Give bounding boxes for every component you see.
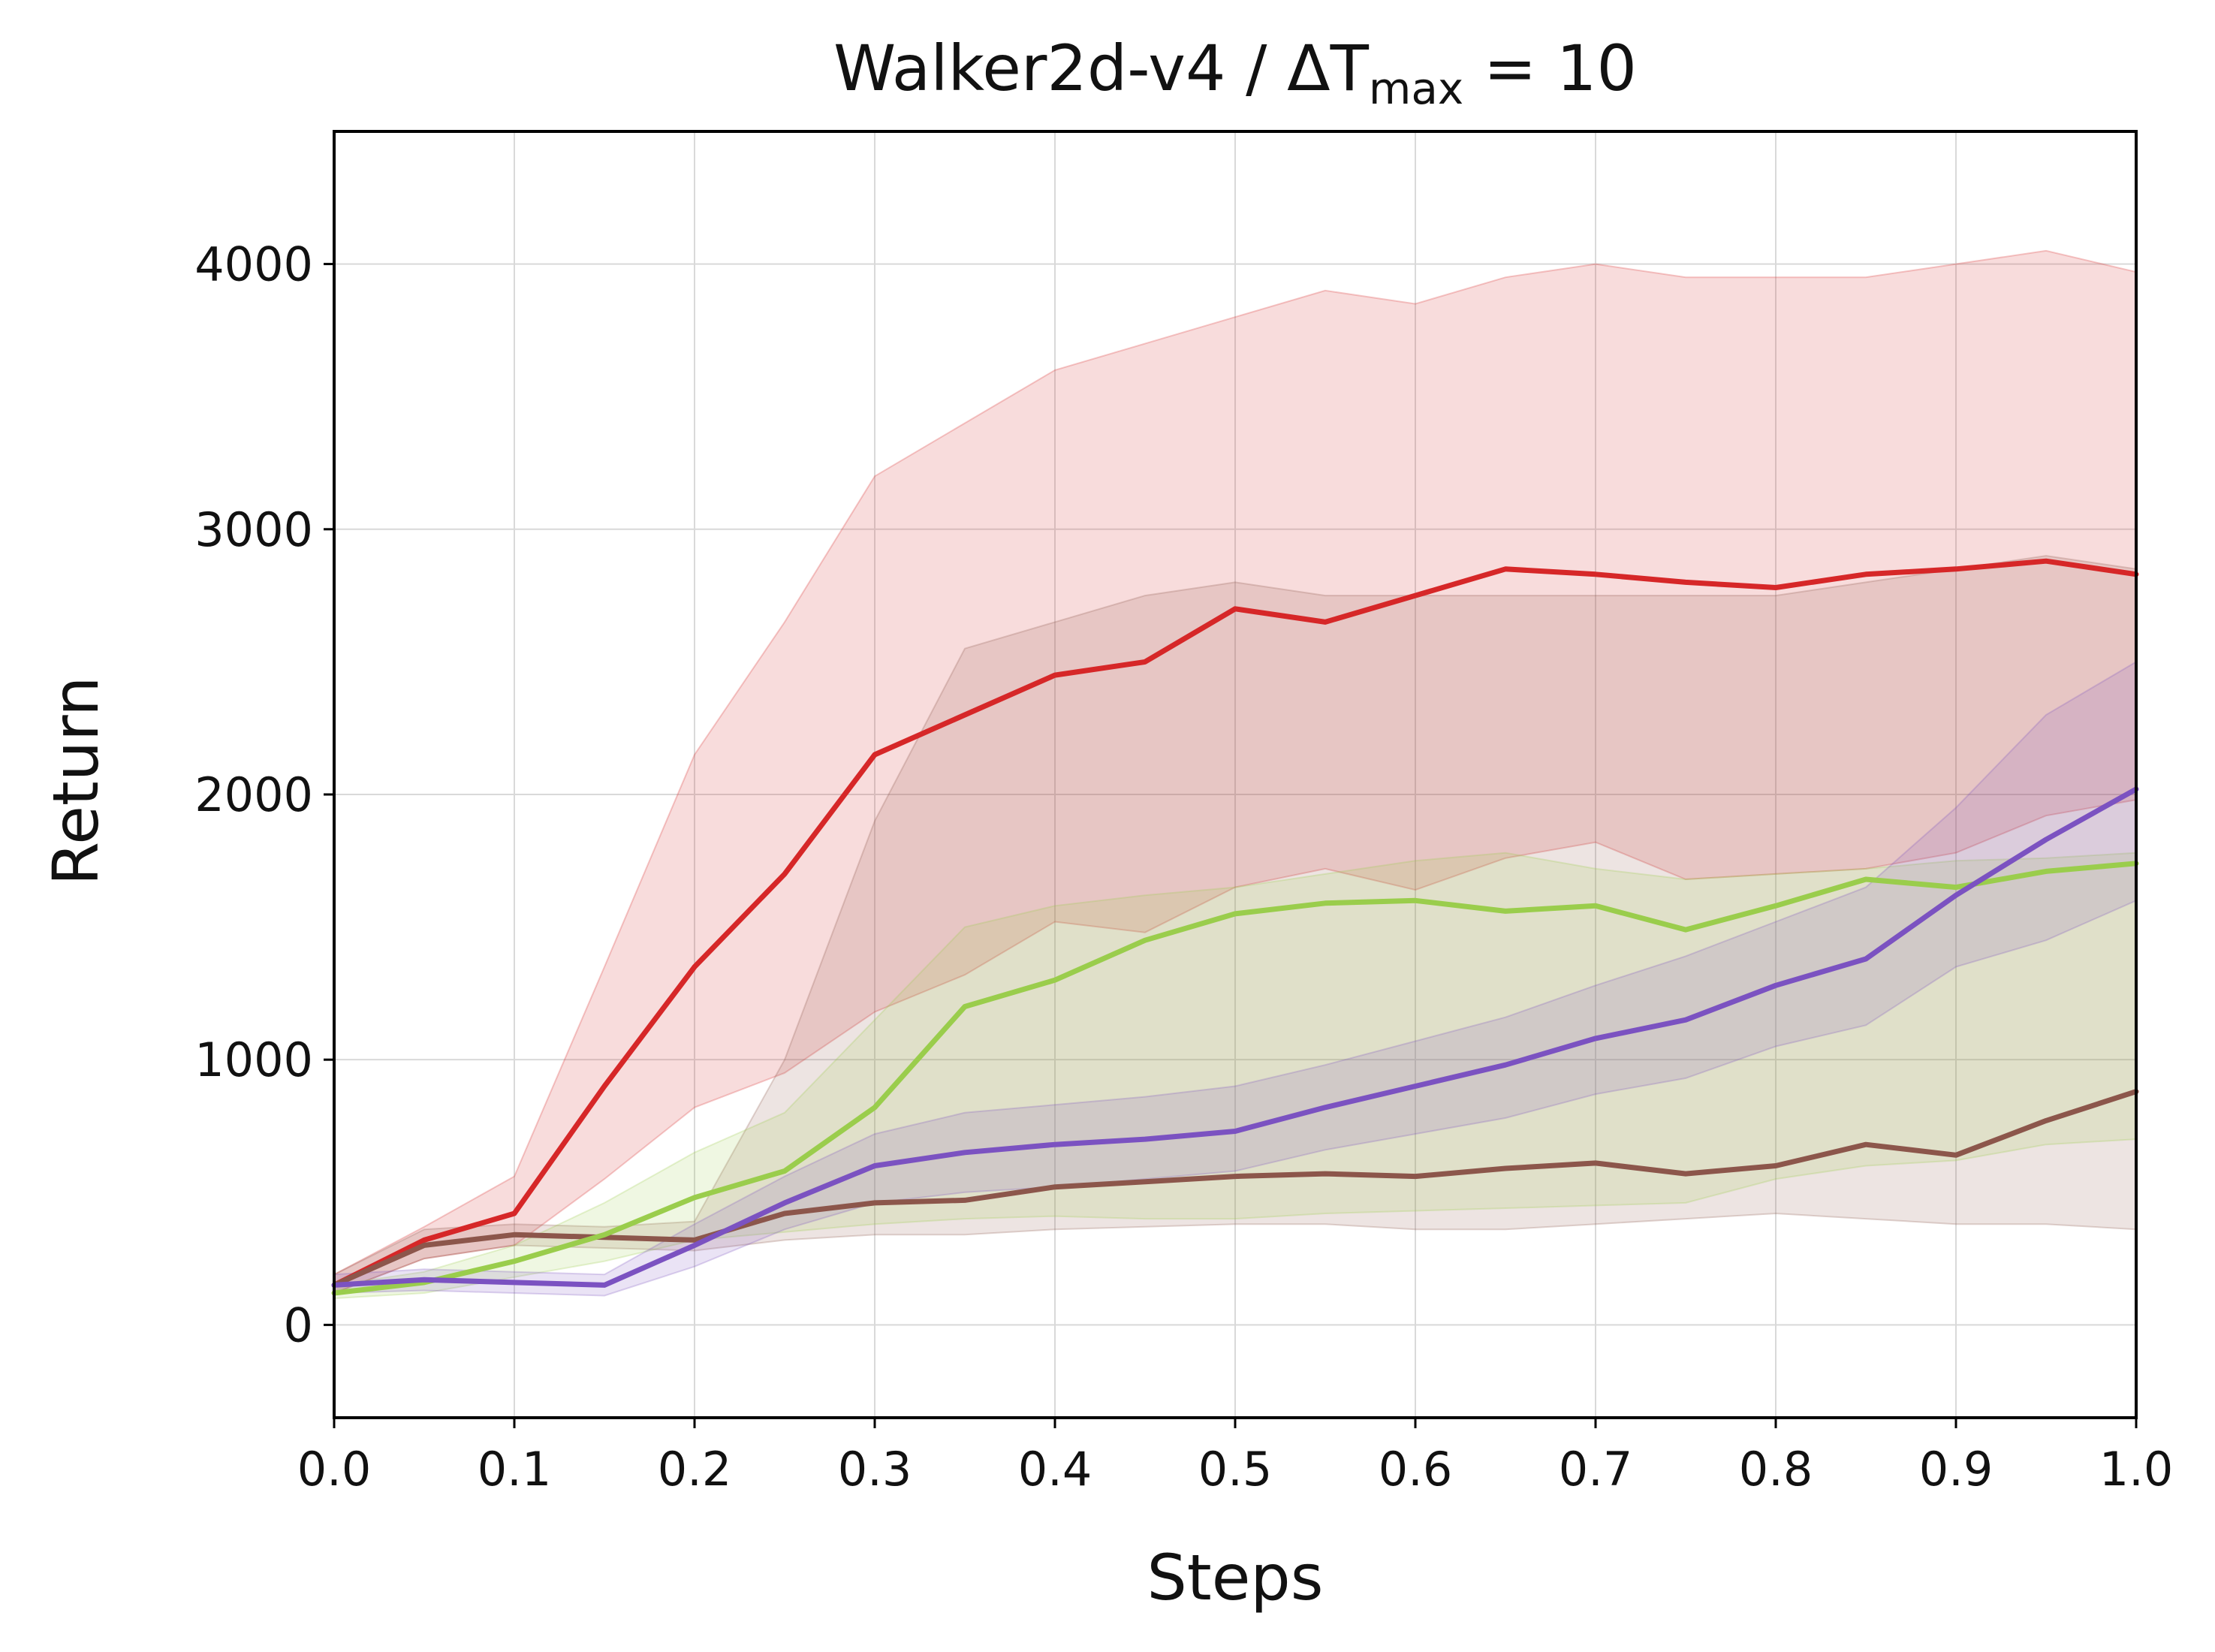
x-tick-label: 0.9	[1919, 1442, 1994, 1497]
series-1-line	[331, 558, 2139, 1288]
x-tick-label: 0.2	[658, 1442, 732, 1497]
x-axis-ticks: 0.0 0.1 0.2 0.3 0.4 0.5 0.6 0.7 0.8 0.9 1.0	[297, 1418, 2174, 1497]
x-tick-label: 0.3	[838, 1442, 912, 1497]
chart-title-main: Walker2d-v4 / ΔT	[833, 32, 1370, 105]
chart-title: Walker2d-v4 / ΔTmax = 10	[833, 32, 1637, 114]
y-tick-label: 4000	[194, 237, 313, 292]
series-3-line	[331, 861, 2139, 1296]
x-tick-label: 1.0	[2099, 1442, 2174, 1497]
y-axis-label: Return	[39, 677, 113, 886]
series-4-line	[331, 786, 2139, 1288]
x-tick-label: 0.8	[1739, 1442, 1813, 1497]
x-axis-label: Steps	[1147, 1541, 1323, 1614]
series-lines	[331, 558, 2139, 1296]
y-tick-label: 0	[284, 1298, 313, 1352]
x-tick-label: 0.0	[297, 1442, 372, 1497]
series-2-line	[331, 1089, 2139, 1288]
x-tick-label: 0.4	[1018, 1442, 1092, 1497]
chart-title-subscript: max	[1369, 63, 1463, 114]
x-tick-label: 0.5	[1198, 1442, 1273, 1497]
y-tick-label: 1000	[194, 1032, 313, 1087]
x-tick-label: 0.7	[1559, 1442, 1633, 1497]
chart-title-tail: = 10	[1463, 32, 1637, 105]
y-tick-label: 3000	[194, 502, 313, 557]
y-tick-label: 2000	[194, 767, 313, 822]
x-tick-label: 0.1	[478, 1442, 552, 1497]
y-axis-ticks: 0 1000 2000 3000 4000	[194, 237, 334, 1352]
x-tick-label: 0.6	[1379, 1442, 1453, 1497]
